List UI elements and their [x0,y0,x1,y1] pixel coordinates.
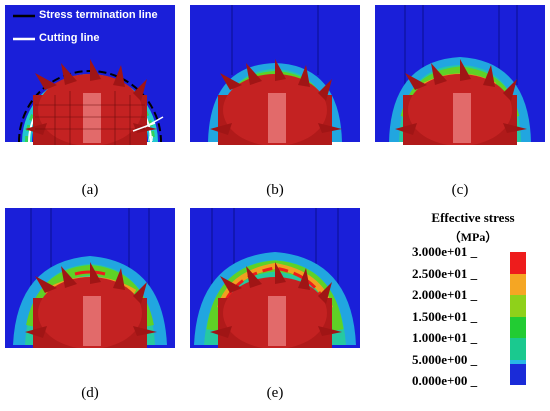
colorbar-swatch [510,273,526,295]
colorbar-title: Effective stress （MPa） [398,210,548,245]
colorbar-tick-label: 3.000e+01 _ [412,244,478,259]
panel-a: h Stress termination line Cutting line [5,5,175,145]
colorbar-swatch [510,295,526,317]
panel-label-e: (e) [266,385,284,401]
colorbar-tick-label: 1.000e+01 _ [412,330,478,345]
panel-b [190,5,360,145]
colorbar-swatch [510,316,526,338]
colorbar-swatch [510,338,526,360]
colorbar-title-line1: Effective stress [431,210,515,225]
panel-e [190,208,360,348]
cutting-line-legend: Cutting line [39,32,100,44]
stress-termination-legend: Stress termination line [39,9,158,21]
panel-label-d: (d) [81,385,99,401]
panel-c [375,5,545,145]
colorbar-swatch [510,252,526,274]
panel-label-c: (c) [451,182,469,198]
h-label: h [148,132,154,144]
colorbar-tick-label: 0.000e+00 _ [412,373,478,388]
colorbar-tick-label: 1.500e+01 _ [412,308,478,324]
colorbar-swatch [510,363,526,385]
colorbar-tick-label: 2.500e+01 _ [412,265,478,281]
colorbar-tick-label: 2.000e+01 _ [412,287,478,302]
panel-d [5,208,175,348]
panel-label-a: (a) [81,182,99,198]
panel-label-b: (b) [266,182,284,198]
pick-cutter-icon [25,59,157,145]
colorbar-title-line2: （MPa） [448,230,498,244]
colorbar-tick-label: 5.000e+00 _ [412,351,478,367]
